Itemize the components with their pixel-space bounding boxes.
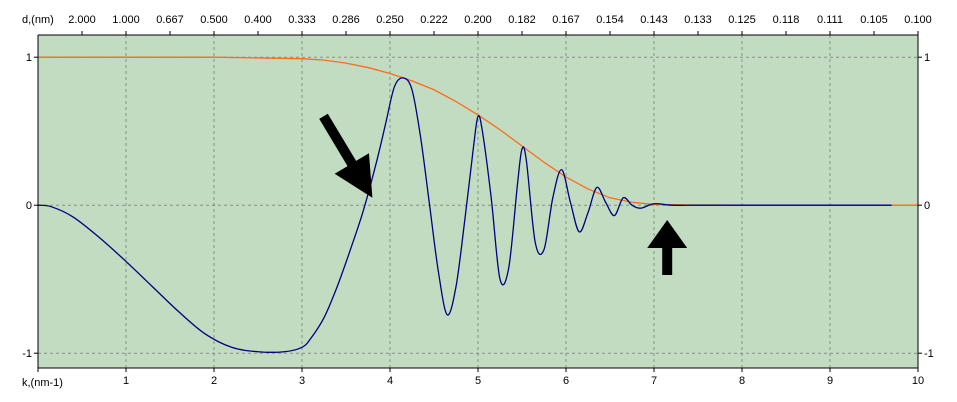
top-tick-label: 0.250 xyxy=(376,14,404,26)
top-tick-label: 0.111 xyxy=(817,14,843,26)
x-tick-label: 5 xyxy=(475,375,481,387)
y-tick-label-right: 1 xyxy=(924,52,930,64)
top-axis-label: d,(nm) xyxy=(22,14,54,26)
top-tick-label: 0.182 xyxy=(508,14,536,26)
top-tick-label: 0.500 xyxy=(200,14,228,26)
x-tick-label: 6 xyxy=(563,375,569,387)
x-tick-label: 3 xyxy=(299,375,305,387)
top-tick-label: 0.667 xyxy=(156,14,184,26)
top-tick-label: 0.154 xyxy=(596,14,624,26)
top-tick-label: 0.200 xyxy=(464,14,492,26)
top-tick-label: 0.400 xyxy=(244,14,272,26)
y-tick-label-right: -1 xyxy=(924,348,934,360)
annotation-arrow-down-right xyxy=(319,113,373,198)
x-axis-label: k,(nm-1) xyxy=(22,377,63,389)
x-tick-label: 10 xyxy=(912,375,924,387)
top-tick-label: 0.286 xyxy=(332,14,360,26)
top-tick-label: 0.222 xyxy=(420,14,448,26)
y-tick-label-left: 1 xyxy=(26,52,32,64)
x-tick-label: 7 xyxy=(651,375,657,387)
y-tick-label-left: 0 xyxy=(26,200,32,212)
annotation-arrow-up xyxy=(647,220,688,275)
top-tick-label: 0.118 xyxy=(773,14,800,26)
y-tick-label-right: 0 xyxy=(924,200,930,212)
x-tick-label: 9 xyxy=(827,375,833,387)
x-tick-label: 1 xyxy=(123,375,129,387)
top-tick-label: 0.333 xyxy=(288,14,316,26)
x-tick-label: 2 xyxy=(211,375,217,387)
y-tick-label-left: -1 xyxy=(22,348,32,360)
top-tick-label: 0.100 xyxy=(904,14,932,26)
top-tick-label: 1.000 xyxy=(112,14,140,26)
top-tick-label: 0.143 xyxy=(640,14,668,26)
top-tick-label: 0.105 xyxy=(860,14,888,26)
x-tick-label: 8 xyxy=(739,375,745,387)
top-tick-label: 0.167 xyxy=(552,14,580,26)
top-tick-label: 2.000 xyxy=(68,14,96,26)
top-tick-label: 0.133 xyxy=(684,14,712,26)
top-tick-label: 0.125 xyxy=(728,14,756,26)
oscillation-series-line xyxy=(37,77,892,353)
x-tick-label: 4 xyxy=(387,375,393,387)
